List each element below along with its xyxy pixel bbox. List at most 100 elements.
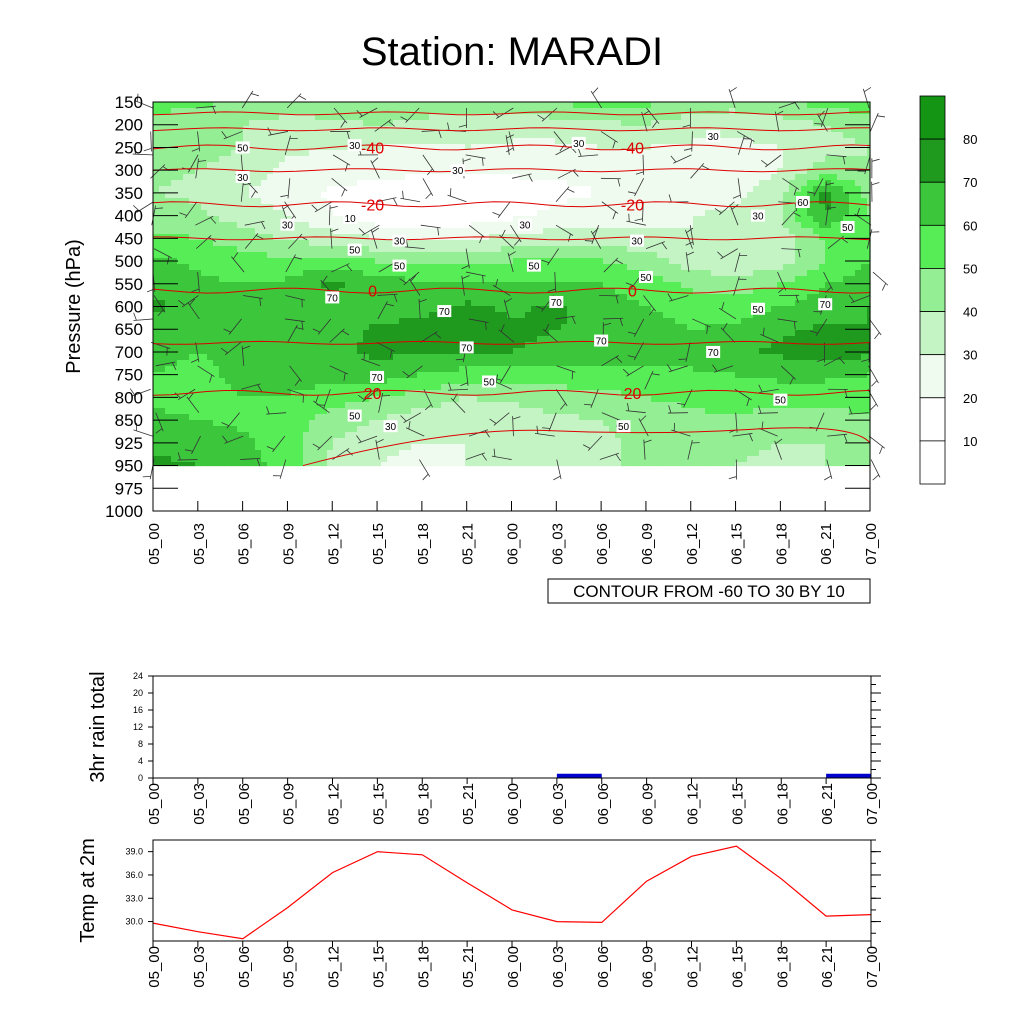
rh-cell	[441, 144, 448, 151]
rh-cell	[621, 144, 628, 151]
rh-cell	[813, 102, 820, 109]
rh-cell	[657, 156, 664, 163]
rh-cell	[513, 180, 520, 187]
rh-cell	[807, 294, 814, 301]
rh-cell	[543, 312, 550, 319]
rh-cell	[711, 276, 718, 283]
rh-cell	[237, 246, 244, 253]
rh-cell	[219, 198, 226, 205]
rh-cell	[639, 282, 646, 289]
rh-cell	[441, 318, 448, 325]
rh-cell	[477, 168, 484, 175]
rh-cell	[381, 348, 388, 355]
rh-cell	[783, 270, 790, 277]
rh-cell	[459, 336, 466, 343]
rh-cell	[579, 210, 586, 217]
rh-cell	[783, 222, 790, 229]
rh-cell	[477, 324, 484, 331]
rh-cell	[579, 258, 586, 265]
rh-cell	[759, 282, 766, 289]
rh-cell	[435, 234, 442, 241]
rh-cell	[711, 342, 718, 349]
rh-cell	[303, 180, 310, 187]
rh-cell	[213, 330, 220, 337]
rh-cell	[579, 264, 586, 271]
rh-cell	[333, 174, 340, 181]
rh-cell	[849, 306, 856, 313]
rh-cell	[465, 174, 472, 181]
rh-cell	[249, 150, 256, 157]
rh-cell	[309, 156, 316, 163]
rh-cell	[687, 342, 694, 349]
rh-cell	[555, 222, 562, 229]
rh-cell	[717, 258, 724, 265]
rh-cell	[357, 132, 364, 139]
rh-cell	[225, 228, 232, 235]
rh-cell	[255, 330, 262, 337]
rh-cell	[699, 276, 706, 283]
rh-cell	[189, 336, 196, 343]
rh-cell	[645, 246, 652, 253]
rh-cell	[153, 276, 160, 283]
rh-cell	[843, 252, 850, 259]
rh-cell	[651, 222, 658, 229]
rh-cell	[615, 330, 622, 337]
rh-cell	[429, 150, 436, 157]
rh-cell	[531, 120, 538, 127]
rh-cell	[627, 246, 634, 253]
rh-cell	[165, 282, 172, 289]
rh-cell	[597, 330, 604, 337]
rh-cell	[339, 144, 346, 151]
rh-cell	[657, 162, 664, 169]
rh-cell	[501, 300, 508, 307]
rh-cell	[651, 336, 658, 343]
rh-cell	[693, 150, 700, 157]
rh-cell	[723, 324, 730, 331]
rh-cell	[213, 234, 220, 241]
rh-cell	[243, 186, 250, 193]
rh-cell	[753, 288, 760, 295]
rh-cell	[831, 180, 838, 187]
rh-cell	[171, 270, 178, 277]
rh-cell	[675, 192, 682, 199]
rh-cell	[705, 114, 712, 121]
rh-cell	[537, 228, 544, 235]
rh-cell	[357, 120, 364, 127]
rh-cell	[483, 144, 490, 151]
rh-cell	[177, 108, 184, 115]
rh-cell	[477, 126, 484, 133]
rh-cell	[315, 138, 322, 145]
rh-cell	[393, 342, 400, 349]
rh-cell	[489, 204, 496, 211]
rh-cell	[747, 150, 754, 157]
rh-cell	[765, 174, 772, 181]
rh-cell	[549, 270, 556, 277]
rh-cell	[483, 222, 490, 229]
rh-cell	[237, 330, 244, 337]
rh-cell	[789, 102, 796, 109]
rh-cell	[807, 270, 814, 277]
rh-cell	[723, 156, 730, 163]
rh-cell	[801, 276, 808, 283]
rh-cell	[333, 150, 340, 157]
rh-cell	[447, 186, 454, 193]
rh-cell	[159, 294, 166, 301]
rh-cell	[357, 318, 364, 325]
rh-cell	[243, 318, 250, 325]
rh-cell	[711, 162, 718, 169]
rh-cell	[441, 336, 448, 343]
rh-cell	[447, 174, 454, 181]
rh-cell	[387, 126, 394, 133]
rh-cell	[579, 192, 586, 199]
rh-cell	[561, 342, 568, 349]
rh-cell	[855, 192, 862, 199]
rh-cell	[219, 258, 226, 265]
rh-cell	[165, 240, 172, 247]
rh-cell	[441, 240, 448, 247]
rh-cell	[459, 288, 466, 295]
rh-cell	[567, 288, 574, 295]
rh-cell	[501, 138, 508, 145]
rh-cell	[297, 108, 304, 115]
rh-cell	[741, 138, 748, 145]
rh-cell	[681, 282, 688, 289]
